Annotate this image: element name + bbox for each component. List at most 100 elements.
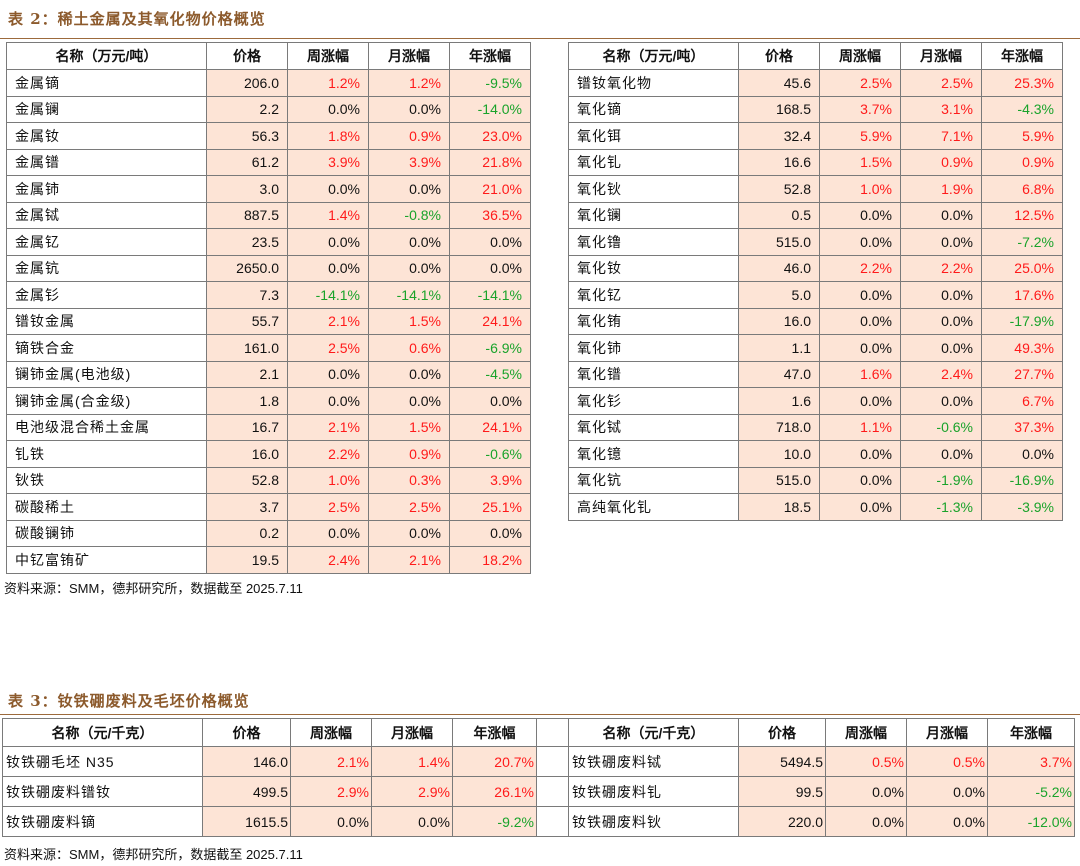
- cell-month-change: 0.5%: [906, 746, 988, 777]
- cell-week-change: 0.0%: [287, 519, 369, 547]
- cell-week-change: 1.1%: [819, 413, 901, 441]
- cell-item-name: 金属铽: [6, 201, 207, 229]
- cell-month-change: -14.1%: [368, 281, 450, 309]
- column-gap: [536, 806, 569, 837]
- cell-month-change: -1.3%: [900, 493, 982, 521]
- table-row: 金属铈 3.0 0.0% 0.0% 21.0%: [6, 175, 531, 203]
- header-name: 名称（万元/吨）: [568, 42, 739, 70]
- table-row: 氧化镨 47.0 1.6% 2.4% 27.7%: [568, 360, 1063, 388]
- cell-price: 718.0: [738, 413, 820, 441]
- cell-month-change: 0.0%: [368, 519, 450, 547]
- cell-month-change: 0.0%: [906, 776, 988, 807]
- cell-price: 16.0: [206, 440, 288, 468]
- table-row: 钕铁硼毛坯 N35 146.0 2.1% 1.4% 20.7% 钕铁硼废料铽 5494.5 0…: [2, 746, 1075, 777]
- cell-item-name: 金属钐: [6, 281, 207, 309]
- table2-right-table: 名称（万元/吨） 价格 周涨幅 月涨幅 年涨幅 镨钕氧化物 45.6 2.5% 2.5…: [568, 42, 1063, 521]
- cell-year-change: 18.2%: [449, 546, 531, 574]
- cell-item-name: 氧化钆: [568, 148, 739, 176]
- cell-price: 0.5: [738, 201, 820, 229]
- cell-year-change: -0.6%: [449, 440, 531, 468]
- cell-item-name: 钕铁硼废料钆: [568, 776, 739, 807]
- table-row: 镝铁合金 161.0 2.5% 0.6% -6.9%: [6, 334, 531, 362]
- cell-month-change: 0.0%: [368, 95, 450, 123]
- table3-title-rule: [0, 714, 1080, 715]
- cell-year-change: 6.7%: [981, 387, 1063, 415]
- cell-year-change: 25.0%: [981, 254, 1063, 282]
- cell-week-change: 2.1%: [290, 746, 372, 777]
- cell-year-change: 23.0%: [449, 122, 531, 150]
- cell-item-name: 镧铈金属(合金级): [6, 387, 207, 415]
- cell-price: 146.0: [202, 746, 291, 777]
- cell-year-change: 25.1%: [449, 493, 531, 521]
- table-row: 金属镝 206.0 1.2% 1.2% -9.5%: [6, 69, 531, 97]
- cell-item-name: 钕铁硼毛坯 N35: [2, 746, 203, 777]
- table2-right-header-row: 名称（万元/吨） 价格 周涨幅 月涨幅 年涨幅: [568, 42, 1063, 70]
- cell-item-name: 金属铈: [6, 175, 207, 203]
- cell-year-change: 5.9%: [981, 122, 1063, 150]
- cell-year-change: -14.0%: [449, 95, 531, 123]
- table-row: 中钇富铕矿 19.5 2.4% 2.1% 18.2%: [6, 546, 531, 574]
- cell-item-name: 氧化钐: [568, 387, 739, 415]
- table-row: 钬铁 52.8 1.0% 0.3% 3.9%: [6, 466, 531, 494]
- cell-item-name: 碳酸镧铈: [6, 519, 207, 547]
- cell-item-name: 氧化镨: [568, 360, 739, 388]
- table-row: 氧化镥 515.0 0.0% 0.0% -7.2%: [568, 228, 1063, 256]
- cell-month-change: 1.2%: [368, 69, 450, 97]
- table2-source-note: 资料来源：SMM，德邦研究所，数据截至 2025.7.11: [4, 581, 303, 596]
- header-name: 名称（元/千克）: [568, 718, 739, 747]
- header-week-change: 周涨幅: [287, 42, 369, 70]
- cell-price: 16.6: [738, 148, 820, 176]
- cell-week-change: 0.0%: [819, 493, 901, 521]
- header-price: 价格: [202, 718, 291, 747]
- table-row: 金属钪 2650.0 0.0% 0.0% 0.0%: [6, 254, 531, 282]
- table-row: 金属钐 7.3 -14.1% -14.1% -14.1%: [6, 281, 531, 309]
- cell-month-change: 2.9%: [371, 776, 453, 807]
- cell-week-change: 0.0%: [819, 334, 901, 362]
- cell-year-change: -7.2%: [981, 228, 1063, 256]
- cell-week-change: 2.1%: [287, 307, 369, 335]
- table-row: 氧化钆 16.6 1.5% 0.9% 0.9%: [568, 148, 1063, 176]
- cell-price: 18.5: [738, 493, 820, 521]
- cell-month-change: 2.5%: [900, 69, 982, 97]
- cell-week-change: 0.0%: [287, 175, 369, 203]
- cell-item-name: 氧化镝: [568, 95, 739, 123]
- table-row: 金属镨 61.2 3.9% 3.9% 21.8%: [6, 148, 531, 176]
- cell-item-name: 镨钕金属: [6, 307, 207, 335]
- table-row: 钕铁硼废料镝 1615.5 0.0% 0.0% -9.2% 钕铁硼废料钬 220.0 0.0%…: [2, 806, 1075, 837]
- cell-item-name: 氧化铽: [568, 413, 739, 441]
- cell-price: 55.7: [206, 307, 288, 335]
- cell-item-name: 氧化钇: [568, 281, 739, 309]
- cell-price: 515.0: [738, 466, 820, 494]
- cell-month-change: -0.8%: [368, 201, 450, 229]
- table-row: 氧化铕 16.0 0.0% 0.0% -17.9%: [568, 307, 1063, 335]
- cell-week-change: 0.0%: [287, 95, 369, 123]
- cell-price: 3.0: [206, 175, 288, 203]
- cell-price: 2650.0: [206, 254, 288, 282]
- cell-week-change: 0.0%: [819, 387, 901, 415]
- header-week-change: 周涨幅: [819, 42, 901, 70]
- cell-price: 0.2: [206, 519, 288, 547]
- cell-item-name: 碳酸稀土: [6, 493, 207, 521]
- table-row: 金属钕 56.3 1.8% 0.9% 23.0%: [6, 122, 531, 150]
- cell-week-change: 1.5%: [819, 148, 901, 176]
- cell-month-change: 0.0%: [368, 175, 450, 203]
- cell-month-change: 0.0%: [368, 228, 450, 256]
- table3-table: 名称（元/千克） 价格 周涨幅 月涨幅 年涨幅 名称（元/千克） 价格 周涨幅 …: [2, 718, 1075, 837]
- cell-price: 99.5: [738, 776, 826, 807]
- cell-price: 5494.5: [738, 746, 826, 777]
- cell-price: 61.2: [206, 148, 288, 176]
- cell-month-change: 7.1%: [900, 122, 982, 150]
- cell-item-name: 金属钪: [6, 254, 207, 282]
- cell-month-change: 2.2%: [900, 254, 982, 282]
- table-row: 金属钇 23.5 0.0% 0.0% 0.0%: [6, 228, 531, 256]
- cell-price: 220.0: [738, 806, 826, 837]
- table-row: 金属镧 2.2 0.0% 0.0% -14.0%: [6, 95, 531, 123]
- header-price: 价格: [738, 42, 820, 70]
- cell-month-change: -0.6%: [900, 413, 982, 441]
- cell-price: 47.0: [738, 360, 820, 388]
- table-row: 氧化镝 168.5 3.7% 3.1% -4.3%: [568, 95, 1063, 123]
- cell-week-change: 3.7%: [819, 95, 901, 123]
- cell-year-change: 6.8%: [981, 175, 1063, 203]
- cell-week-change: 0.0%: [819, 307, 901, 335]
- cell-year-change: 0.9%: [981, 148, 1063, 176]
